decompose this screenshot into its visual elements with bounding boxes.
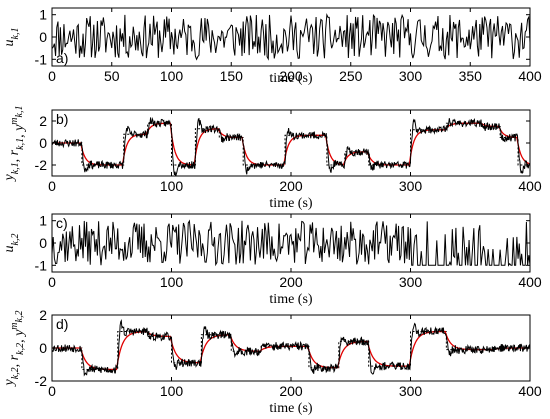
y-tick-label: 1 xyxy=(39,213,47,229)
series-random-signal xyxy=(52,219,530,267)
series-model-response xyxy=(52,330,530,371)
plot-area xyxy=(52,219,530,267)
y-label-part: u xyxy=(2,245,17,252)
y-label-part: k,1 xyxy=(15,138,26,150)
panel-2: 0 100 200 300 400-202 b)time (s)yk,1, rk,1, y… xyxy=(2,106,542,211)
x-axis-label: time (s) xyxy=(269,71,312,86)
series-noisy-output xyxy=(52,116,530,176)
x-tick-label: 250 xyxy=(339,68,363,84)
x-tick-label: 400 xyxy=(518,383,542,399)
x-tick-label: 150 xyxy=(220,68,244,84)
y-label-part: k,1 xyxy=(14,106,25,118)
y-label-part: , y xyxy=(12,329,27,343)
x-tick-label: 0 xyxy=(48,68,56,84)
y-label-part: m xyxy=(9,117,20,124)
panel-label: d) xyxy=(56,316,68,332)
x-tick-label: 300 xyxy=(399,178,423,194)
panel-3: 0 100 200 300 400-101 c)time (s)uk,2 xyxy=(2,213,542,307)
y-tick-label: -2 xyxy=(35,373,48,389)
axes-frame xyxy=(51,109,531,177)
x-tick-label: 100 xyxy=(160,383,184,399)
x-tick-label: 100 xyxy=(160,178,184,194)
x-tick-label: 400 xyxy=(518,178,542,194)
y-tick-label: -1 xyxy=(35,257,48,273)
x-axis-label: time (s) xyxy=(269,292,312,307)
y-tick-label: -2 xyxy=(35,157,48,173)
y-label-part: k,2 xyxy=(14,311,25,323)
y-label-part: , r xyxy=(7,354,22,367)
x-tick-label: 200 xyxy=(279,274,303,290)
x-tick-label: 0 xyxy=(48,178,56,194)
x-axis-label: time (s) xyxy=(269,401,312,416)
series-noisy-output xyxy=(52,318,530,377)
y-axis-label: yk,1, rk,1, ymk,1 xyxy=(2,106,27,183)
y-label-part: k,1 xyxy=(10,162,21,174)
x-tick-label: 200 xyxy=(279,383,303,399)
y-tick-label: 0 xyxy=(39,29,47,45)
y-tick-label: 2 xyxy=(39,307,47,323)
y-tick-label: 0 xyxy=(39,340,47,356)
y-tick-label: 0 xyxy=(39,135,47,151)
plot-area xyxy=(52,12,530,61)
y-tick-label: 0 xyxy=(39,235,47,251)
y-tick-label: 2 xyxy=(39,113,47,129)
y-label-part: k,2 xyxy=(15,343,26,355)
y-label-part: u xyxy=(2,39,17,46)
x-tick-label: 350 xyxy=(459,68,483,84)
y-axis-label: yk,2, rk,2, ymk,2 xyxy=(2,311,27,388)
x-tick-label: 50 xyxy=(104,68,120,84)
y-label-part: y xyxy=(2,378,17,387)
y-tick-label: 1 xyxy=(39,7,47,23)
x-tick-label: 400 xyxy=(518,68,542,84)
x-tick-label: 300 xyxy=(399,383,423,399)
y-label-part: m xyxy=(9,322,20,329)
y-axis-label: uk,2 xyxy=(2,234,21,253)
series-random-signal xyxy=(52,12,530,61)
y-label-part: k,1 xyxy=(10,28,21,40)
panel-label: b) xyxy=(56,111,68,127)
y-label-part: , r xyxy=(7,149,22,162)
x-tick-label: 200 xyxy=(279,68,303,84)
y-label-part: , y xyxy=(12,124,27,138)
plot-area xyxy=(52,318,530,377)
y-axis-label: uk,1 xyxy=(2,28,21,47)
y-label-part: k,2 xyxy=(10,234,21,246)
x-tick-label: 200 xyxy=(279,178,303,194)
x-tick-label: 300 xyxy=(399,274,423,290)
y-label-part: k,2 xyxy=(10,367,21,379)
x-tick-label: 400 xyxy=(518,274,542,290)
x-axis-label: time (s) xyxy=(269,196,312,211)
x-tick-label: 0 xyxy=(48,383,56,399)
x-tick-label: 0 xyxy=(48,274,56,290)
plot-area xyxy=(52,116,530,176)
axes-frame xyxy=(51,213,531,273)
panel-label: c) xyxy=(56,215,68,231)
x-tick-label: 300 xyxy=(399,68,423,84)
x-tick-label: 100 xyxy=(160,68,184,84)
x-tick-label: 100 xyxy=(160,274,184,290)
panel-label: a) xyxy=(56,50,68,66)
y-label-part: y xyxy=(2,173,17,182)
y-tick-label: -1 xyxy=(35,51,48,67)
